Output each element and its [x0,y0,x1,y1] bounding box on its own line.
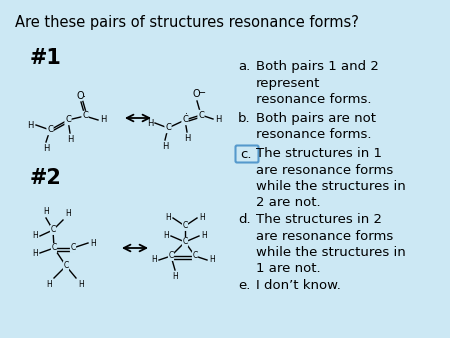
Text: The structures in 2
are resonance forms
while the structures in
1 are not.: The structures in 2 are resonance forms … [256,213,406,275]
Text: C: C [51,243,57,252]
Text: H: H [67,135,73,144]
Text: e.: e. [238,279,250,292]
Text: The structures in 1
are resonance forms
while the structures in
2 are not.: The structures in 1 are resonance forms … [256,147,406,210]
Text: H: H [201,232,207,241]
Text: Both pairs 1 and 2
represent
resonance forms.: Both pairs 1 and 2 represent resonance f… [256,60,379,106]
Text: C: C [63,262,68,270]
Text: O: O [76,91,84,101]
Text: H: H [147,119,153,127]
Text: H: H [65,209,71,218]
Text: H: H [100,116,106,124]
Text: H: H [199,213,205,221]
Text: H: H [151,256,157,265]
Text: H: H [46,280,52,289]
Text: C: C [82,112,88,121]
Text: C: C [182,238,188,246]
Text: H: H [32,232,38,241]
Text: H: H [215,115,221,123]
Text: H: H [27,121,34,129]
Text: C: C [50,225,56,235]
Text: −: − [198,88,206,98]
Text: C: C [165,123,171,132]
Text: C: C [47,125,53,135]
Text: H: H [184,134,190,143]
Text: H: H [90,239,96,247]
Text: C: C [193,251,198,261]
Text: C: C [198,111,204,120]
Text: H: H [162,142,168,151]
Text: H: H [163,232,169,241]
Text: C: C [168,251,174,261]
Text: a.: a. [238,60,250,73]
Text: H: H [32,248,38,258]
Text: C: C [182,221,188,231]
Text: #1: #1 [30,48,62,68]
Text: #2: #2 [30,168,62,188]
Text: I don’t know.: I don’t know. [256,279,341,292]
Text: H: H [209,256,215,265]
Text: H: H [78,280,84,289]
Text: H: H [172,272,178,281]
Text: d.: d. [238,213,251,226]
Text: C: C [182,116,188,124]
Text: ·: · [185,109,189,119]
Text: C: C [70,243,76,252]
Text: H: H [43,207,49,216]
Text: b.: b. [238,112,251,125]
Text: Both pairs are not
resonance forms.: Both pairs are not resonance forms. [256,112,376,142]
Text: C: C [65,116,71,124]
Text: Are these pairs of structures resonance forms?: Are these pairs of structures resonance … [15,15,359,30]
Text: ·: · [84,92,86,102]
Text: O: O [192,89,200,99]
Text: c.: c. [240,148,252,161]
Text: H: H [165,213,171,221]
Text: H: H [43,144,49,153]
